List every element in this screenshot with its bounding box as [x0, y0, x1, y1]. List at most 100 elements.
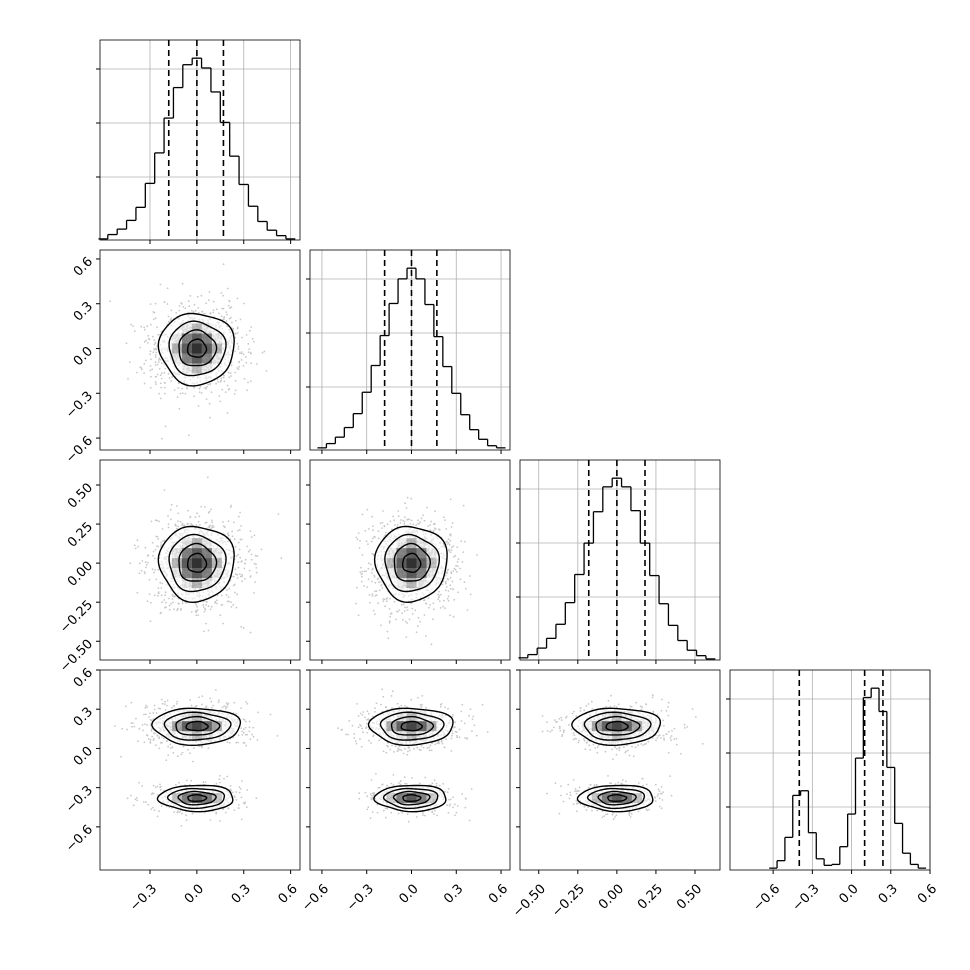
scatter-point	[144, 359, 147, 362]
scatter-point	[149, 350, 152, 353]
scatter-point	[163, 371, 166, 374]
scatter-point	[222, 622, 225, 625]
scatter-point	[367, 567, 370, 570]
scatter-point	[239, 538, 242, 541]
scatter-point	[401, 612, 404, 614]
scatter-point	[232, 603, 235, 606]
scatter-point	[144, 572, 146, 575]
scatter-point	[438, 596, 440, 599]
scatter-point	[230, 606, 233, 608]
scatter-point	[437, 598, 440, 601]
density-0-3-frame	[99, 669, 301, 871]
scatter-point	[154, 375, 157, 378]
density-cell	[191, 343, 202, 354]
scatter-point	[235, 741, 238, 744]
scatter-point	[166, 699, 169, 702]
scatter-point	[204, 386, 206, 389]
scatter-point	[126, 797, 129, 800]
scatter-point	[237, 553, 239, 556]
scatter-point	[406, 609, 409, 611]
scatter-point	[277, 513, 280, 515]
scatter-point	[404, 620, 407, 623]
scatter-point	[203, 610, 206, 613]
scatter-point	[209, 312, 212, 314]
scatter-point	[183, 524, 186, 527]
scatter-point	[156, 373, 159, 376]
scatter-point	[176, 811, 179, 814]
scatter-point	[186, 523, 189, 526]
scatter-point	[158, 358, 160, 361]
scatter-point	[351, 724, 354, 727]
scatter-point	[444, 607, 446, 610]
scatter-point	[154, 354, 157, 356]
scatter-point	[145, 339, 147, 342]
scatter-point	[148, 593, 151, 595]
scatter-point	[406, 622, 409, 624]
scatter-point	[225, 311, 228, 313]
scatter-point	[236, 577, 239, 579]
scatter-point	[240, 352, 243, 355]
scatter-point	[373, 613, 376, 615]
scatter-point	[164, 425, 167, 428]
scatter-point	[256, 555, 259, 558]
scatter-point	[138, 562, 141, 565]
scatter-point	[249, 738, 252, 740]
scatter-point	[238, 529, 241, 531]
scatter-point	[222, 521, 224, 523]
scatter-point	[397, 515, 400, 518]
scatter-point	[149, 369, 152, 372]
scatter-point	[400, 519, 402, 521]
scatter-point	[403, 776, 406, 778]
scatter-point	[234, 336, 237, 339]
scatter-point	[410, 519, 413, 522]
scatter-point	[254, 554, 257, 557]
scatter-point	[227, 807, 230, 810]
scatter-point	[415, 631, 418, 634]
scatter-point	[250, 326, 253, 328]
hist-panel-0	[96, 39, 301, 244]
scatter-point	[163, 489, 166, 491]
scatter-point	[255, 571, 258, 574]
scatter-point	[226, 287, 229, 290]
scatter-point	[377, 530, 380, 533]
scatter-point	[382, 600, 385, 603]
scatter-point	[161, 437, 163, 440]
scatter-point	[234, 320, 237, 322]
scatter-point	[225, 702, 228, 704]
scatter-point	[211, 524, 214, 527]
scatter-point	[447, 600, 450, 602]
scatter-point	[390, 811, 393, 814]
scatter-point	[252, 726, 255, 729]
scatter-point	[151, 568, 154, 571]
scatter-point	[356, 586, 358, 589]
hist-2-frame	[519, 459, 721, 661]
scatter-point	[371, 593, 374, 596]
scatter-point	[230, 504, 233, 507]
scatter-point	[168, 377, 171, 379]
density-cell	[191, 568, 202, 579]
scatter-point	[241, 730, 243, 733]
scatter-point	[195, 614, 198, 616]
scatter-point	[143, 741, 146, 744]
scatter-point	[447, 568, 450, 571]
scatter-point	[231, 530, 234, 533]
scatter-point	[417, 616, 420, 619]
scatter-point	[249, 549, 251, 551]
scatter-point	[154, 381, 157, 383]
scatter-point	[158, 520, 160, 523]
scatter-point	[237, 541, 240, 544]
scatter-point	[149, 741, 152, 743]
scatter-point	[209, 524, 212, 527]
scatter-point	[371, 515, 374, 518]
scatter-point	[383, 525, 386, 528]
scatter-point	[161, 702, 164, 705]
scatter-point	[143, 382, 146, 385]
scatter-point	[154, 569, 156, 571]
scatter-point	[223, 705, 226, 707]
scatter-point	[147, 554, 150, 557]
scatter-point	[211, 526, 213, 529]
scatter-point	[240, 525, 243, 527]
scatter-point	[166, 704, 168, 707]
scatter-point	[374, 595, 377, 597]
scatter-point	[242, 728, 245, 731]
